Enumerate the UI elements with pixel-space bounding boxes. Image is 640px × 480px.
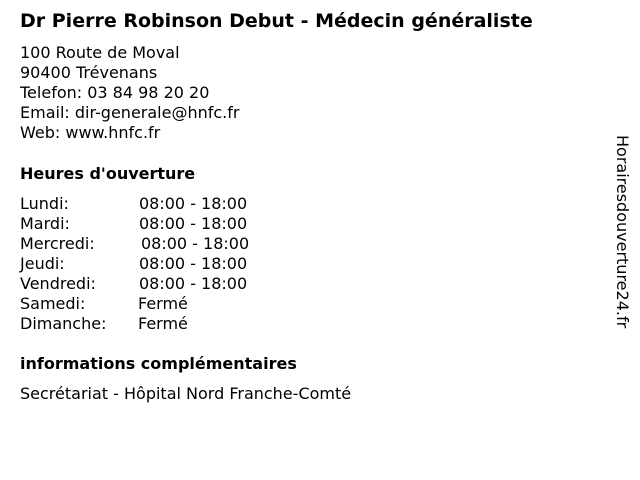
hours-heading: Heures d'ouverture <box>20 164 196 183</box>
day: Vendredi: <box>20 274 96 293</box>
day: Dimanche: <box>20 314 107 333</box>
phone: Telefon: 03 84 98 20 20 <box>20 83 210 102</box>
day: Mardi: <box>20 214 70 233</box>
page-title: Dr Pierre Robinson Debut - Médecin génér… <box>20 10 533 32</box>
time: 08:00 - 18:00 <box>141 234 250 253</box>
day: Samedi: <box>20 294 86 313</box>
web: Web: www.hnfc.fr <box>20 123 161 142</box>
hours-row: Jeudi: 08:00 - 18:00 <box>20 254 249 274</box>
time: 08:00 - 18:00 <box>139 274 248 293</box>
hours-row: Lundi: 08:00 - 18:00 <box>20 194 249 214</box>
info-text: Secrétariat - Hôpital Nord Franche-Comté <box>20 384 352 403</box>
time: Fermé <box>138 314 188 333</box>
day: Lundi: <box>20 194 69 213</box>
email: Email: dir-generale@hnfc.fr <box>20 103 240 122</box>
time: 08:00 - 18:00 <box>139 214 248 233</box>
hours-row: Dimanche: Fermé <box>20 314 249 334</box>
time: 08:00 - 18:00 <box>139 194 248 213</box>
hours-row: Mercredi: 08:00 - 18:00 <box>20 234 249 254</box>
hours-row: Mardi: 08:00 - 18:00 <box>20 214 249 234</box>
watermark: Horairesdouverture24.fr <box>613 135 632 329</box>
city: 90400 Trévenans <box>20 63 158 82</box>
time: 08:00 - 18:00 <box>139 254 248 273</box>
day: Mercredi: <box>20 234 95 253</box>
hours-table: Lundi: 08:00 - 18:00 Mardi: 08:00 - 18:00 … <box>20 194 249 334</box>
time: Fermé <box>138 294 188 313</box>
hours-row: Vendredi: 08:00 - 18:00 <box>20 274 249 294</box>
address-block: 100 Route de Moval 90400 Trévenans Telef… <box>20 43 239 143</box>
day: Jeudi: <box>20 254 65 273</box>
street: 100 Route de Moval <box>20 43 180 62</box>
info-heading: informations complémentaires <box>20 354 297 373</box>
hours-row: Samedi: Fermé <box>20 294 249 314</box>
